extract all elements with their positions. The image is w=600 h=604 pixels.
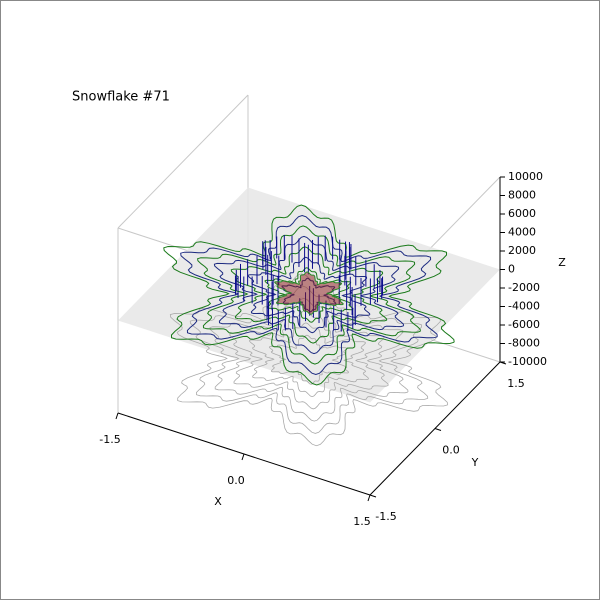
snowflake-shadow [189, 285, 429, 434]
x-tick-label: -1.5 [99, 433, 120, 446]
y-tick [369, 494, 377, 498]
z-tick-label: -10000 [508, 355, 547, 368]
box-edge [117, 94, 249, 229]
snowflake-contour [230, 246, 388, 344]
z-tick-label: 4000 [508, 226, 536, 239]
x-axis-label: X [214, 495, 222, 508]
z-tick-label: 0 [508, 263, 515, 276]
y-tick-label: -1.5 [375, 510, 396, 523]
y-tick-label: 0.0 [442, 444, 460, 457]
snowflake-contour [197, 225, 421, 365]
x-tick [241, 453, 245, 461]
snowflake-shadow [268, 334, 349, 385]
snowflake-contour [247, 256, 371, 334]
snowflake-contour [180, 214, 438, 376]
x-tick-label: 0.0 [227, 474, 245, 487]
snowflake-core [274, 271, 344, 315]
z-axis-label: Z [558, 256, 566, 269]
z-tick-label: 6000 [508, 207, 536, 220]
snowflake-shadow [249, 322, 369, 398]
x-tick [115, 412, 119, 420]
x-tick-label: 1.5 [353, 515, 371, 528]
z-tick-label: -6000 [508, 318, 540, 331]
z-tick-label: 2000 [508, 244, 536, 257]
z-tick-label: -2000 [508, 281, 540, 294]
y-axis-label: Y [471, 456, 479, 469]
chart-title: Snowflake #71 [72, 90, 170, 105]
x-tick [367, 494, 371, 502]
snowflake-shadow [209, 297, 409, 422]
z-tick-label: 10000 [508, 170, 543, 183]
z-tick-label: -8000 [508, 337, 540, 350]
z-tick-label: 8000 [508, 189, 536, 202]
y-tick [434, 428, 442, 431]
z-tick-label: -4000 [508, 300, 540, 313]
snowflake-contour [213, 235, 405, 355]
snowflake-contour [163, 204, 455, 386]
y-tick-label: 1.5 [507, 377, 525, 390]
